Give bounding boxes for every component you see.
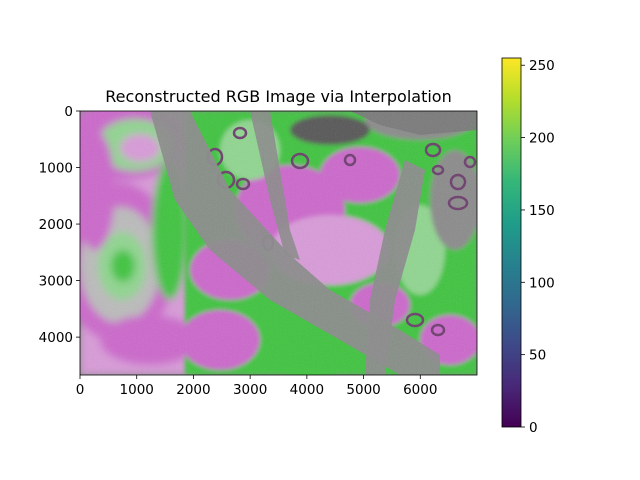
x-tick-label: 3000 <box>233 382 267 398</box>
y-tick-label: 2000 <box>39 217 73 233</box>
colorbar-tick-label: 100 <box>529 275 555 291</box>
x-axis: 0 1000 2000 3000 4000 5000 6000 <box>76 375 437 398</box>
chart-title: Reconstructed RGB Image via Interpolatio… <box>105 87 451 106</box>
x-tick-label: 2000 <box>176 382 210 398</box>
colorbar-tick-label: 150 <box>529 203 555 219</box>
x-tick-label: 4000 <box>290 382 324 398</box>
x-tick-label: 6000 <box>403 382 437 398</box>
heatmap-image <box>80 111 477 375</box>
image-frame <box>79 110 478 376</box>
colorbar-tick-label: 250 <box>529 58 555 74</box>
x-tick-label: 5000 <box>346 382 380 398</box>
x-tick-label: 1000 <box>120 382 154 398</box>
y-tick-label: 0 <box>64 104 73 120</box>
y-tick-label: 4000 <box>39 330 73 346</box>
colorbar-tick-label: 200 <box>529 131 555 147</box>
colorbar <box>501 57 522 428</box>
x-tick-label: 0 <box>76 382 85 398</box>
y-tick-label: 1000 <box>39 161 73 177</box>
colorbar-axis: 0 50 100 150 200 250 <box>521 58 555 436</box>
colorbar-tick-label: 50 <box>529 348 546 364</box>
noise-overlay <box>80 111 477 375</box>
y-tick-label: 3000 <box>39 274 73 290</box>
colorbar-tick-label: 0 <box>529 420 538 436</box>
y-axis: 0 1000 2000 3000 4000 <box>39 104 80 346</box>
